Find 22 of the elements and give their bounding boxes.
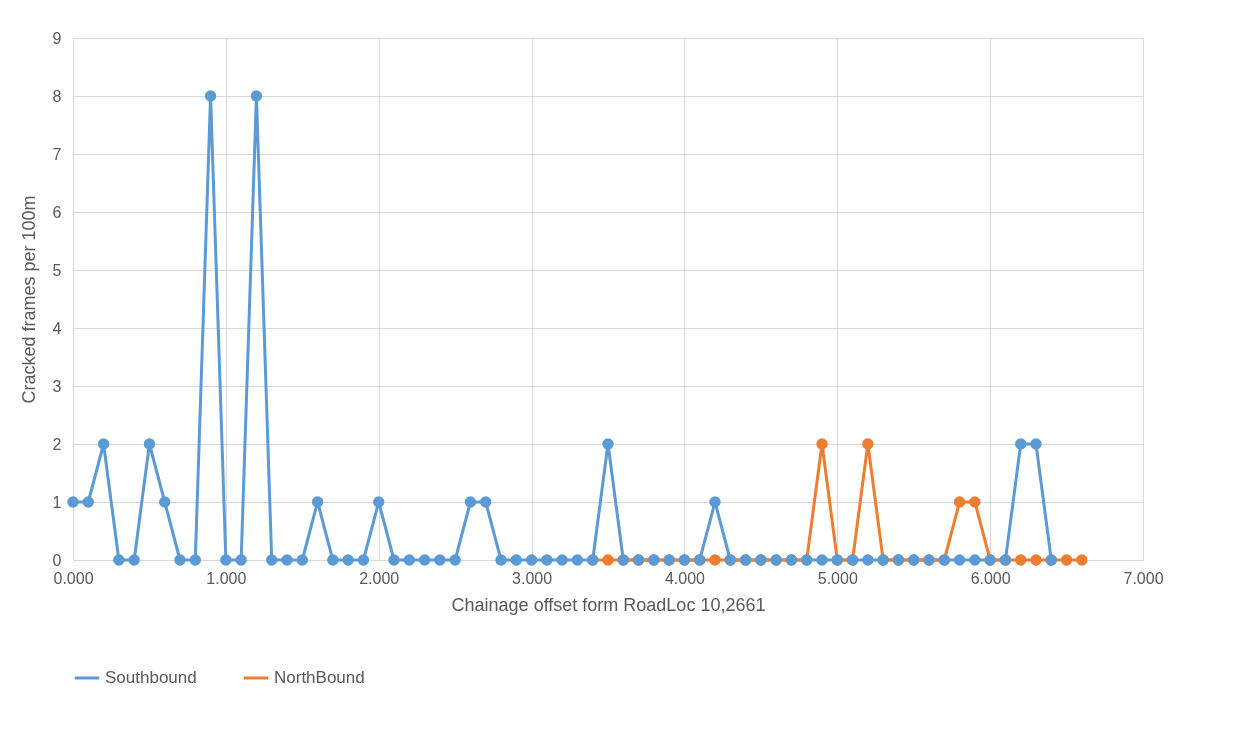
y-tick-label: 6 [52, 203, 62, 221]
x-tick-label: 2.000 [359, 569, 400, 587]
x-tick-label: 7.000 [1123, 569, 1164, 587]
x-tick-label: 4.000 [664, 569, 706, 587]
y-tick-label: 3 [52, 377, 62, 395]
y-tick-label: 8 [52, 87, 62, 105]
x-tick-label: 1.000 [206, 569, 247, 587]
legend-label: NorthBound [274, 668, 365, 687]
x-axis-title: Chainage offset form RoadLoc 10,2661 [451, 594, 766, 615]
x-tick-label: 0.000 [53, 569, 94, 587]
y-tick-label: 2 [52, 435, 62, 453]
x-tick-label: 6.000 [970, 569, 1011, 587]
y-tick-label: 4 [52, 319, 62, 337]
y-tick-label: 5 [52, 261, 62, 279]
legend-label: Southbound [105, 668, 197, 687]
y-tick-label: 1 [52, 493, 62, 511]
y-tick-label: 0 [52, 551, 62, 569]
y-axis-title: Cracked frames per 100m [18, 195, 39, 404]
y-tick-label: 9 [52, 29, 62, 47]
x-tick-label: 3.000 [512, 569, 553, 587]
x-tick-label: 5.000 [817, 569, 858, 587]
y-tick-label: 7 [52, 145, 62, 163]
